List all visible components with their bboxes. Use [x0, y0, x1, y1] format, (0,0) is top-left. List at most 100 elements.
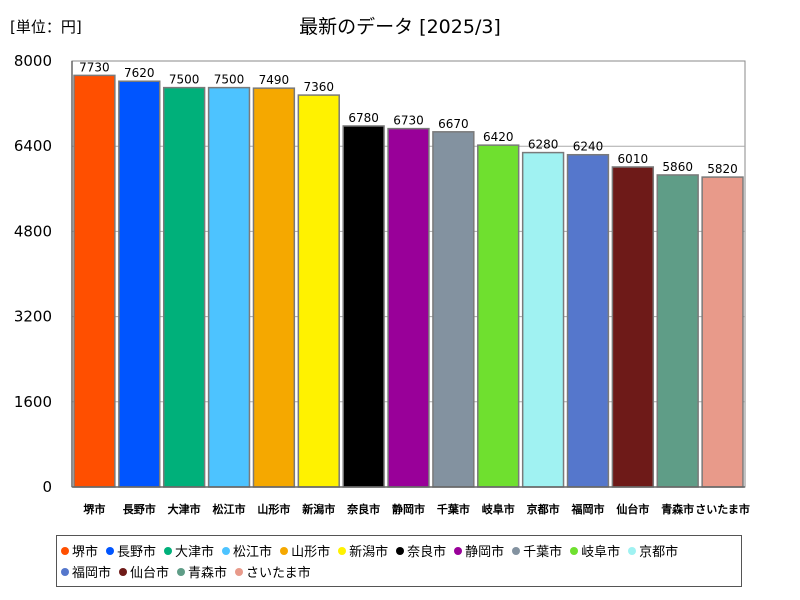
legend-item: 静岡市	[454, 540, 504, 561]
x-tick-label: 新潟市	[302, 502, 335, 516]
x-tick-label: 奈良市	[346, 502, 380, 516]
legend-swatch	[119, 567, 128, 576]
legend-label: 岐阜市	[581, 545, 621, 560]
legend-label: 堺市	[72, 545, 99, 560]
legend-item: 松江市	[222, 540, 272, 561]
legend-swatch	[61, 567, 69, 576]
x-tick-label: 青森市	[661, 502, 694, 516]
data-label: 6670	[438, 117, 469, 131]
chart-title: 最新のデータ [2025/3]	[299, 16, 501, 38]
data-label: 6280	[528, 138, 559, 152]
data-label: 6730	[393, 114, 424, 128]
x-tick-label: 岐阜市	[482, 502, 515, 516]
x-tick-label: さいたま市	[695, 502, 750, 516]
legend-label: 仙台市	[130, 566, 170, 581]
legend-swatch	[106, 546, 115, 555]
legend-swatch	[570, 546, 579, 555]
bar-静岡市	[387, 127, 430, 488]
legend-label: 福岡市	[72, 566, 112, 581]
bar-仙台市	[611, 166, 655, 488]
data-label: 7490	[259, 73, 290, 87]
legend-item: 岐阜市	[570, 540, 620, 561]
legend-swatch	[222, 546, 231, 555]
legend-item: 仙台市	[119, 561, 169, 582]
legend-swatch	[512, 546, 521, 555]
x-tick-label: 松江市	[213, 502, 246, 516]
bar-福岡市	[566, 153, 610, 488]
legend-label: 山形市	[291, 545, 331, 560]
legend-swatch	[164, 546, 173, 555]
x-tick-label: 千葉市	[437, 502, 470, 516]
x-tick-label: 堺市	[83, 502, 105, 516]
bar-山形市	[252, 87, 296, 488]
legend-item: 青森市	[177, 561, 227, 582]
data-label: 6780	[348, 111, 379, 125]
legend-swatch	[338, 546, 347, 555]
bar-青森市	[656, 174, 699, 488]
y-tick-label: 3200	[14, 308, 52, 326]
bar-さいたま市	[701, 176, 744, 488]
bar-堺市	[73, 74, 116, 488]
x-tick-label: 京都市	[527, 502, 560, 516]
legend-swatch	[628, 546, 637, 555]
legend-swatch	[280, 546, 289, 555]
y-tick-label: 1600	[14, 393, 52, 411]
legend-label: 千葉市	[523, 545, 563, 560]
legend-item: 新潟市	[338, 540, 388, 561]
legend-label: さいたま市	[246, 566, 311, 581]
legend-item: 山形市	[280, 540, 330, 561]
bar-千葉市	[432, 131, 475, 488]
bar-大津市	[162, 86, 206, 488]
legend-item: 奈良市	[396, 540, 446, 561]
legend-swatch	[454, 546, 463, 555]
y-tick-label: 0	[42, 478, 52, 496]
legend-label: 青森市	[188, 566, 228, 581]
x-tick-label: 静岡市	[392, 502, 425, 516]
data-label: 6010	[618, 152, 649, 166]
legend-item: 福岡市	[61, 561, 111, 582]
legend-swatch	[235, 567, 244, 576]
legend-item: さいたま市	[235, 561, 311, 582]
data-label: 7620	[124, 66, 155, 80]
bar-岐阜市	[477, 144, 520, 488]
x-tick-label: 仙台市	[616, 502, 649, 516]
data-label: 6240	[573, 140, 604, 154]
bar-新潟市	[297, 94, 340, 488]
legend-item: 大津市	[164, 540, 214, 561]
x-tick-label: 長野市	[123, 502, 156, 516]
legend-item: 堺市	[61, 540, 98, 561]
data-label: 7360	[303, 80, 334, 94]
data-label: 6420	[483, 130, 514, 144]
data-label: 7730	[79, 60, 110, 74]
bar-奈良市	[342, 125, 385, 488]
legend-label: 奈良市	[407, 545, 447, 560]
legend-swatch	[61, 546, 69, 555]
legend-label: 新潟市	[349, 545, 389, 560]
legend-label: 大津市	[175, 545, 215, 560]
y-tick-label: 4800	[14, 222, 52, 240]
legend-label: 長野市	[117, 545, 157, 560]
legend-label: 京都市	[639, 545, 679, 560]
legend-swatch	[396, 546, 405, 555]
bar-長野市	[118, 80, 161, 488]
data-label: 5820	[707, 162, 738, 176]
data-label: 7500	[169, 73, 200, 87]
legend-label: 静岡市	[465, 545, 505, 560]
legend-swatch	[177, 567, 186, 576]
unit-label: [単位：円]	[10, 18, 82, 36]
data-label: 5860	[662, 160, 693, 174]
y-tick-label: 6400	[14, 137, 52, 155]
y-tick-label: 8000	[14, 52, 52, 70]
bar-京都市	[521, 151, 565, 488]
legend-item: 京都市	[628, 540, 678, 561]
legend: 堺市 長野市 大津市 松江市 山形市 新潟市 奈良市 静岡市 千葉市 岐阜市 京都市福岡市 仙台市 青森…	[56, 535, 742, 587]
x-tick-label: 山形市	[257, 502, 290, 516]
legend-label: 松江市	[233, 545, 273, 560]
bar-松江市	[207, 86, 251, 488]
legend-item: 長野市	[106, 540, 156, 561]
x-tick-label: 福岡市	[570, 502, 604, 516]
x-tick-label: 大津市	[168, 502, 201, 516]
legend-item: 千葉市	[512, 540, 562, 561]
data-label: 7500	[214, 73, 245, 87]
